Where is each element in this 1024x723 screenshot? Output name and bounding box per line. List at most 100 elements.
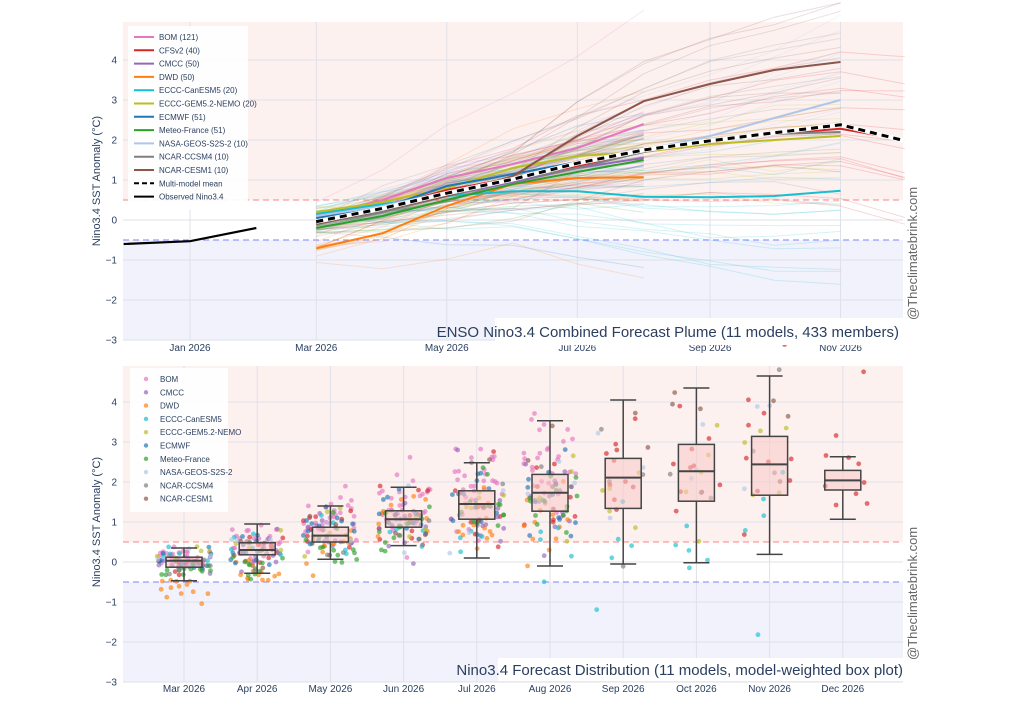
member-point (419, 544, 425, 549)
member-point (301, 533, 306, 538)
member-point (260, 565, 266, 571)
x-tick-label: May 2026 (308, 684, 352, 695)
member-point (388, 502, 394, 508)
member-point (325, 509, 330, 515)
member-point (570, 453, 576, 459)
member-point (447, 550, 453, 556)
member-point (319, 513, 324, 518)
member-point (761, 513, 767, 519)
member-point (455, 477, 460, 483)
ensemble-member-line (316, 148, 841, 225)
member-point (164, 567, 170, 573)
ensemble-member-line (316, 111, 644, 218)
member-point (534, 522, 540, 527)
member-point (853, 491, 859, 497)
member-point (633, 525, 638, 531)
member-point (742, 528, 748, 533)
ensemble-member-line (316, 103, 841, 210)
member-point (833, 433, 839, 438)
member-point (452, 469, 458, 475)
member-point (574, 493, 580, 499)
member-point (560, 513, 566, 518)
legend-label: CMCC (50) (159, 60, 200, 69)
ensemble-member-line (316, 92, 841, 227)
member-point (167, 571, 172, 577)
x-tick-label: Dec 2026 (821, 684, 864, 695)
member-point (562, 447, 568, 452)
ensemble-member-line (316, 180, 644, 250)
member-point (462, 473, 467, 479)
member-point (278, 547, 284, 553)
x-tick-label: Sep 2026 (689, 343, 732, 354)
member-point (230, 554, 236, 560)
ensemble-member-line (316, 139, 644, 243)
member-point (629, 543, 634, 549)
member-point (564, 530, 569, 535)
member-point (417, 493, 423, 499)
member-point (381, 497, 386, 502)
member-point (497, 502, 503, 508)
member-point (352, 550, 357, 556)
member-point (388, 495, 394, 501)
ensemble-member-line (316, 160, 905, 229)
member-point (386, 543, 392, 549)
ensemble-member-line (316, 138, 644, 227)
member-point (564, 538, 570, 544)
member-point (549, 423, 555, 429)
member-point (481, 485, 487, 490)
member-point (246, 557, 252, 563)
member-point (537, 450, 543, 456)
member-point (456, 468, 462, 474)
member-point (328, 501, 334, 507)
member-point (604, 451, 609, 456)
legend-label: DWD (160, 402, 179, 411)
legend-marker (143, 376, 149, 382)
observed-nino34-line (123, 226, 257, 246)
member-point (276, 541, 281, 547)
member-point (458, 549, 463, 555)
model-mean-line (316, 176, 644, 250)
ensemble-member-line (316, 37, 841, 223)
member-point (156, 562, 162, 568)
member-point (468, 483, 474, 489)
member-point (376, 521, 382, 527)
member-point (489, 532, 495, 538)
member-point (376, 511, 382, 517)
member-point (332, 559, 338, 564)
member-point (160, 551, 166, 556)
member-point (495, 523, 501, 528)
x-tick-label: Jul 2026 (558, 343, 596, 354)
member-point (776, 367, 782, 373)
x-tick-label: Mar 2026 (295, 343, 338, 354)
ensemble-member-line (316, 184, 644, 231)
member-point (159, 572, 165, 577)
x-tick-label: Nov 2026 (819, 343, 862, 354)
ensemble-member-line (316, 30, 841, 212)
member-point (787, 478, 793, 483)
member-point (208, 553, 214, 559)
member-point (385, 494, 390, 500)
member-point (240, 534, 245, 539)
ensemble-member-line (316, 202, 644, 234)
member-point (500, 481, 506, 487)
member-point (632, 416, 638, 422)
member-point (670, 401, 675, 407)
ensemble-member-line (316, 202, 644, 231)
member-point (609, 555, 615, 561)
member-point (700, 422, 706, 427)
member-point (197, 566, 203, 572)
member-point (573, 520, 578, 526)
member-point (155, 556, 161, 562)
model-mean-line (316, 159, 644, 229)
multi-model-mean-line (315, 123, 906, 224)
member-point (317, 545, 323, 551)
legend-label: ECMWF (51) (159, 113, 206, 122)
member-point (529, 417, 534, 422)
member-point (788, 456, 794, 462)
member-point (478, 470, 484, 476)
ensemble-member-line (316, 142, 841, 227)
member-point (455, 447, 460, 453)
member-point (686, 548, 692, 553)
member-point (569, 553, 574, 559)
member-point (278, 527, 284, 533)
